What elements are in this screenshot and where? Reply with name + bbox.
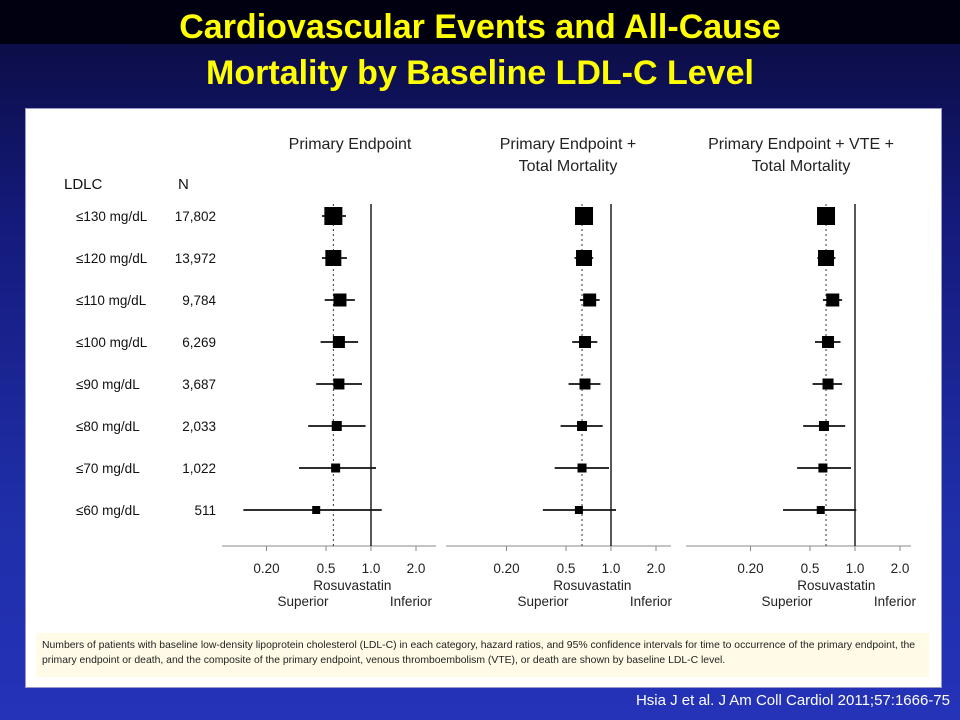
inferior-label: Inferior (390, 594, 433, 609)
forest-panel-1: Primary Endpoint 0.20 0.5 1.0 2.0 Rosuvastati… (222, 136, 436, 609)
x-tick-label: 0.5 (317, 561, 336, 576)
x-tick-label: 1.0 (362, 561, 381, 576)
hr-marker (817, 207, 836, 225)
hr-marker (332, 336, 345, 348)
ldlc-row-label: ≤80 mg/dL (76, 419, 140, 434)
n-header: N (178, 176, 189, 193)
x-tick-label: 0.20 (493, 561, 519, 576)
hr-marker (822, 378, 834, 390)
n-row-value: 3,687 (182, 377, 216, 392)
forest-panel-3: Primary Endpoint + VTE + Total Mortality 0… (686, 136, 916, 609)
table-rows: ≤130 mg/dL 17,802 ≤120 mg/dL 13,972 ≤110 mg/… (76, 209, 216, 518)
title-line-2: Mortality by Baseline LDL-C Level (206, 54, 754, 92)
n-row-value: 511 (194, 503, 216, 518)
hr-marker (577, 421, 588, 431)
x-tick-label: 1.0 (602, 561, 621, 576)
forest-panels: Primary Endpoint 0.20 0.5 1.0 2.0 Rosuvastati… (222, 136, 916, 609)
panel-title: Primary Endpoint + VTE + Total Mortality (708, 136, 894, 175)
x-tick-label: 1.0 (846, 561, 865, 576)
hr-marker (576, 250, 593, 266)
x-tick-label: 2.0 (407, 561, 426, 576)
ldlc-row-label: ≤120 mg/dL (76, 251, 148, 266)
hr-marker (816, 506, 825, 514)
hr-marker (325, 250, 342, 266)
hr-marker (818, 250, 835, 266)
x-axis-label: Rosuvastatin (313, 578, 391, 593)
hr-marker (331, 463, 341, 473)
hr-marker (579, 378, 591, 390)
superior-label: Superior (278, 594, 330, 609)
superior-label: Superior (518, 594, 570, 609)
x-axis-label: Rosuvastatin (797, 578, 875, 593)
ldlc-row-label: ≤130 mg/dL (76, 209, 148, 224)
x-tick-label: 0.5 (801, 561, 820, 576)
n-row-value: 1,022 (182, 461, 216, 476)
hr-marker (818, 463, 828, 473)
hr-marker (818, 421, 829, 431)
hr-marker (574, 506, 583, 514)
forest-plot: LDLC N ≤130 mg/dL 17,802≤120 mg/dL 13,972≤… (64, 136, 916, 609)
n-row-value: 13,972 (175, 251, 216, 266)
x-tick-label: 2.0 (891, 561, 910, 576)
hr-marker (826, 293, 840, 307)
hr-marker (822, 336, 835, 348)
hr-marker (575, 207, 594, 225)
citation: Hsia J et al. J Am Coll Cardiol 2011;57:… (635, 692, 950, 709)
superior-label: Superior (762, 594, 814, 609)
hr-marker (583, 293, 597, 307)
ldlc-row-label: ≤100 mg/dL (76, 335, 148, 350)
slide-title: Cardiovascular Events and All-Cause Mort… (0, 4, 960, 96)
n-row-value: 6,269 (182, 335, 216, 350)
n-row-value: 9,784 (182, 293, 216, 308)
inferior-label: Inferior (630, 594, 673, 609)
ldlc-row-label: ≤60 mg/dL (76, 503, 140, 518)
inferior-label: Inferior (874, 594, 917, 609)
ldlc-row-label: ≤90 mg/dL (76, 377, 140, 392)
hr-marker (331, 421, 342, 431)
hr-marker (577, 463, 587, 473)
x-tick-label: 0.20 (253, 561, 279, 576)
panel-title: Primary Endpoint (289, 136, 412, 153)
ldlc-row-label: ≤110 mg/dL (76, 293, 147, 308)
hr-marker (333, 293, 347, 307)
x-axis-label: Rosuvastatin (553, 578, 631, 593)
x-tick-label: 2.0 (647, 561, 666, 576)
n-row-value: 2,033 (182, 419, 216, 434)
hr-marker (324, 207, 343, 225)
hr-marker (579, 336, 592, 348)
figure-panel: LDLC N ≤130 mg/dL 17,802 ≤120 mg/dL 13,972 ≤… (25, 108, 942, 688)
panel-title-line-1: Primary Endpoint + VTE + (708, 136, 894, 153)
panel-title-line-2: Total Mortality (519, 158, 618, 175)
panel-title: Primary Endpoint + Total Mortality (500, 136, 637, 175)
panel-title-line-1: Primary Endpoint + (500, 136, 637, 153)
forest-panel-2: Primary Endpoint + Total Mortality 0.20 0.5… (446, 136, 672, 609)
ldlc-header: LDLC (64, 176, 103, 193)
x-tick-label: 0.20 (737, 561, 763, 576)
hr-marker (333, 378, 345, 390)
panel-title-line-2: Total Mortality (752, 158, 851, 175)
ldlc-row-label: ≤70 mg/dL (76, 461, 140, 476)
x-tick-label: 0.5 (557, 561, 576, 576)
n-row-value: 17,802 (175, 209, 216, 224)
title-line-1: Cardiovascular Events and All-Cause (179, 8, 781, 46)
hr-marker (312, 506, 321, 514)
figure-caption: Numbers of patients with baseline low-de… (36, 633, 929, 677)
title-band (0, 0, 960, 44)
